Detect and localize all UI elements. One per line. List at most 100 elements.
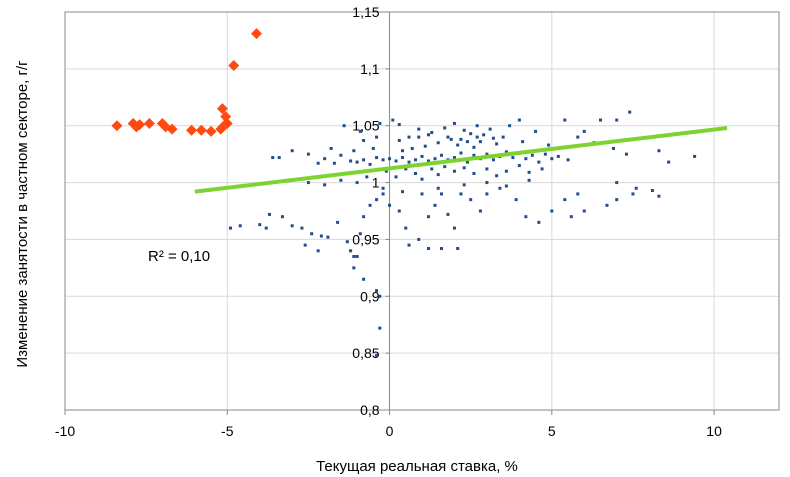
data-point — [349, 159, 353, 163]
data-point — [485, 167, 489, 171]
data-point — [336, 220, 340, 224]
grid-lines — [64, 11, 779, 411]
data-point — [491, 158, 495, 162]
data-point — [349, 249, 353, 253]
data-point — [375, 198, 379, 202]
data-point — [426, 159, 430, 163]
data-point — [426, 133, 430, 137]
data-point — [576, 135, 580, 139]
data-point — [465, 160, 469, 164]
data-point — [332, 161, 336, 165]
data-point — [329, 146, 333, 150]
highlight-point — [134, 119, 146, 131]
data-point — [417, 127, 421, 131]
data-point — [323, 157, 327, 161]
x-axis-ticks: -10 -5 0 5 10 — [55, 410, 722, 439]
data-point — [524, 157, 528, 161]
data-point — [375, 156, 379, 160]
data-point — [517, 164, 521, 168]
data-point — [537, 160, 541, 164]
data-point — [508, 124, 512, 128]
data-point — [436, 173, 440, 177]
data-point — [439, 192, 443, 196]
data-point — [355, 181, 359, 185]
data-point — [397, 138, 401, 142]
data-point — [524, 215, 528, 219]
data-point — [375, 289, 379, 293]
highlight-point — [186, 124, 198, 136]
data-point — [439, 247, 443, 251]
highlight-point — [166, 123, 178, 135]
data-point — [547, 143, 551, 147]
data-point — [563, 118, 567, 122]
data-point — [650, 189, 654, 193]
data-point — [410, 146, 414, 150]
data-point — [358, 232, 362, 236]
data-point — [478, 140, 482, 144]
data-point — [339, 153, 343, 157]
data-point — [345, 240, 349, 244]
data-point — [693, 154, 697, 158]
data-point — [514, 198, 518, 202]
data-point — [414, 158, 418, 162]
data-point — [375, 353, 379, 357]
data-point — [527, 170, 531, 174]
data-point — [423, 144, 427, 148]
data-point — [657, 194, 661, 198]
data-point — [569, 215, 573, 219]
data-point — [303, 243, 307, 247]
x-tick-label: 5 — [548, 423, 556, 439]
y-axis-ticks: 0,8 0,85 0,9 0,95 1 1,05 1,1 1,15 — [352, 4, 390, 418]
data-point — [290, 224, 294, 228]
data-point — [362, 138, 366, 142]
data-point — [401, 149, 405, 153]
data-point — [414, 171, 418, 175]
highlight-point — [111, 120, 123, 132]
data-point — [391, 118, 395, 122]
data-point — [375, 135, 379, 139]
data-point — [404, 226, 408, 230]
data-point — [634, 186, 638, 190]
data-point — [576, 192, 580, 196]
data-point — [397, 209, 401, 213]
data-point — [530, 153, 534, 157]
data-point — [310, 232, 314, 236]
data-point — [300, 226, 304, 230]
data-point — [352, 266, 356, 270]
data-point — [319, 234, 323, 238]
data-point — [384, 169, 388, 173]
data-point — [611, 146, 615, 150]
data-point — [342, 124, 346, 128]
highlight-point — [216, 103, 228, 115]
data-point — [540, 167, 544, 171]
data-point — [420, 192, 424, 196]
data-point — [501, 135, 505, 139]
data-point — [355, 254, 359, 258]
data-point — [401, 190, 405, 194]
x-tick-label: 0 — [386, 423, 394, 439]
data-point — [355, 160, 359, 164]
highlight-point — [220, 111, 232, 123]
data-point — [657, 149, 661, 153]
data-point — [378, 294, 382, 298]
data-point — [488, 127, 492, 131]
data-point — [504, 150, 508, 154]
x-axis-title: Текущая реальная ставка, % — [316, 458, 518, 475]
data-point — [368, 162, 372, 166]
data-point — [485, 181, 489, 185]
highlight-points — [111, 28, 262, 137]
data-point — [417, 237, 421, 241]
data-point — [436, 141, 440, 145]
data-point — [362, 158, 366, 162]
y-tick-label: 1,05 — [352, 118, 379, 134]
data-point — [258, 223, 262, 227]
data-point — [459, 192, 463, 196]
data-point — [358, 129, 362, 133]
highlight-point — [205, 125, 217, 137]
data-point — [628, 110, 632, 114]
data-point — [563, 198, 567, 202]
data-point — [459, 151, 463, 155]
data-point — [537, 220, 541, 224]
data-point — [504, 169, 508, 173]
